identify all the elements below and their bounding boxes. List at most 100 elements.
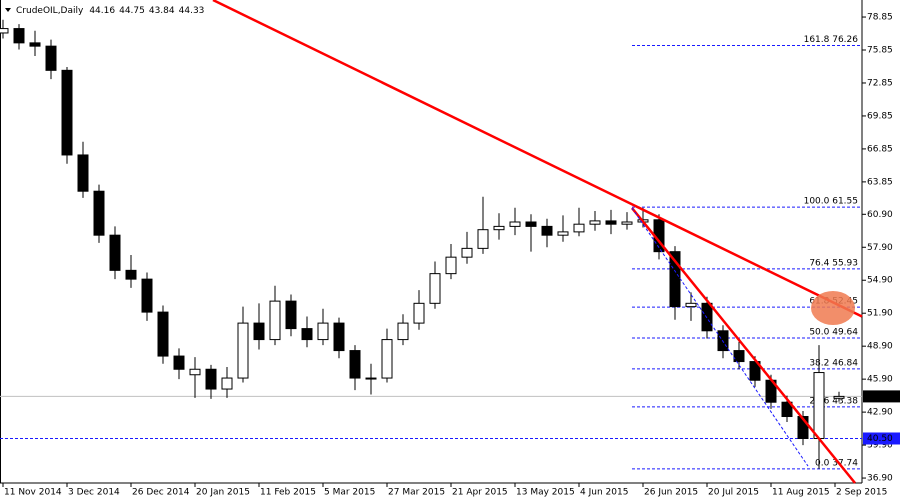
candle-body [573,223,585,233]
candle-body [0,28,9,34]
y-tick-label: 51.90 [867,309,893,319]
candle-body [237,322,249,379]
candle-body [13,28,25,44]
chart-header: CrudeOIL,Daily 44.16 44.75 43.84 44.33 [16,6,204,16]
fib-level-label: 0.0 37.74 [815,458,858,468]
y-tick-label: 42.90 [867,408,893,418]
candle-body [77,154,89,192]
candle-body [45,45,57,71]
candle-body [365,377,377,380]
y-tick-label: 48.90 [867,342,893,352]
candle-body [317,322,329,341]
trendline [631,207,856,484]
candle-body [605,220,617,225]
fib-level-label: 76.4 55.93 [809,258,858,268]
y-tick-label: 72.85 [867,78,893,88]
y-tick-label: 75.85 [867,46,893,56]
x-tick-label: 3 Dec 2014 [68,488,120,498]
candle-body [413,302,425,324]
candle-body [701,302,713,332]
candle-body [589,220,601,225]
candle-body [397,322,409,341]
candle-body [269,300,281,341]
y-tick-label: 60.90 [867,210,893,220]
x-tick-label: 13 May 2015 [516,488,575,498]
candle-body [93,190,105,236]
candle-body [157,311,169,357]
candle-body [733,350,745,363]
fib-level-label: 100.0 61.55 [804,197,858,207]
open-value: 44.16 [89,6,115,16]
x-tick-label: 11 Aug 2015 [772,488,830,498]
x-tick-label: 20 Jul 2015 [708,488,759,498]
candle-body [29,42,41,47]
symbol: CrudeOIL,Daily [16,6,84,16]
candle-body [493,225,505,231]
y-tick-label: 54.90 [867,276,893,286]
candle-body [813,372,825,439]
candle-body [429,273,441,304]
x-tick-label: 4 Jun 2015 [580,488,628,498]
y-tick-label: 36.90 [867,474,893,484]
candle-body [445,256,457,275]
candle-body [349,350,361,379]
trendline [631,207,809,467]
x-tick-label: 11 Feb 2015 [260,488,316,498]
level-tag [863,432,900,445]
fib-level-label: 50.0 49.64 [809,328,858,338]
y-tick-label: 57.90 [867,243,893,253]
fib-level-label: 38.2 46.84 [809,358,858,368]
close-value: 44.33 [179,6,205,16]
candle-body [509,221,521,227]
x-tick-label: 2 Sep 2015 [836,488,887,498]
x-tick-label: 20 Jan 2015 [196,488,250,498]
y-tick-label: 45.90 [867,375,893,385]
candle-body [61,69,73,156]
x-tick-label: 26 Jun 2015 [644,488,698,498]
y-tick-label: 78.85 [867,13,893,23]
candle-body [541,225,553,236]
candle-body [125,269,137,280]
candle-body [461,247,473,258]
candle-body [333,322,345,352]
candle-body [525,221,537,227]
menu-arrow[interactable] [5,8,11,12]
price-tag-label: 44.33 [867,392,893,402]
y-tick-label: 69.85 [867,111,893,121]
candle-body [381,339,393,379]
x-tick-label: 27 Mar 2015 [388,488,445,498]
price-tag [863,390,900,403]
low-value: 43.84 [149,6,175,16]
candle-body [301,328,313,341]
y-tick-label: 39.90 [867,441,893,451]
y-tick-label: 66.85 [867,144,893,154]
candle-body [621,221,633,225]
x-tick-label: 21 Apr 2015 [452,488,508,498]
candle-body [189,368,201,376]
level-tag-label: 40.50 [867,434,893,444]
candle-body [477,229,489,249]
candle-body [109,234,121,271]
candle-body [781,401,793,418]
candle-body [221,377,233,390]
fib-level-label: 161.8 76.26 [804,35,859,45]
fib-level-label: 23.6 43.38 [809,396,858,406]
x-tick-label: 26 Dec 2014 [132,488,190,498]
candle-body [833,395,845,399]
trendline [212,0,863,318]
candle-body [557,231,569,236]
x-tick-label: 11 Nov 2014 [4,488,62,498]
highlight-ellipse [811,291,855,325]
candle-body [797,416,809,439]
candle-body [285,300,297,330]
candle-body [253,322,265,341]
candle-body [205,368,217,390]
y-tick-label: 63.85 [867,177,893,187]
x-tick-label: 5 Mar 2015 [324,488,375,498]
high-value: 44.75 [119,6,145,16]
candle-body [173,355,185,370]
candle-body [685,302,697,308]
candle-body [141,278,153,313]
